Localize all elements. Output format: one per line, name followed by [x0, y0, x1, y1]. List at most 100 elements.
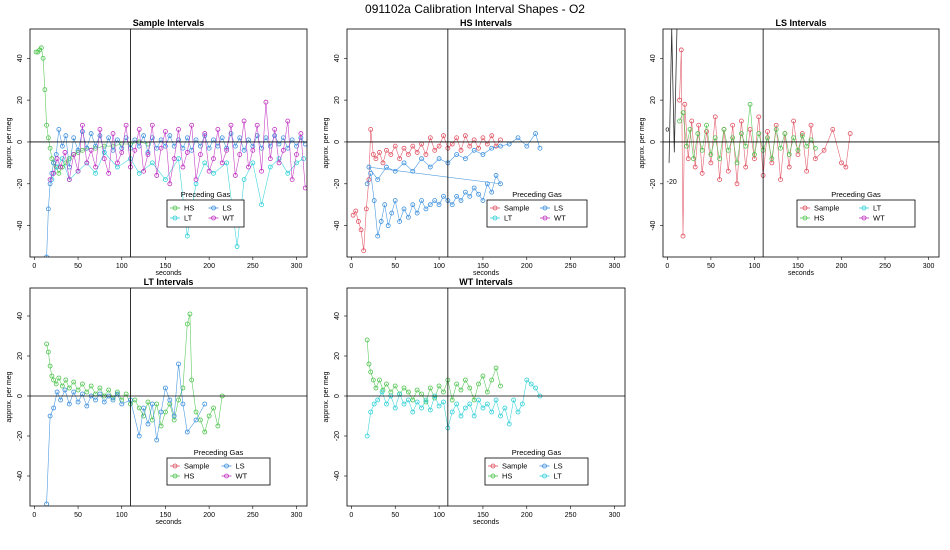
- x-tick-label: 150: [160, 263, 172, 270]
- legend-entry-Sample: Sample: [490, 204, 529, 213]
- y-axis-label: approx. per meg: [6, 371, 13, 422]
- x-tick-label: 300: [291, 512, 303, 519]
- data-point: [385, 223, 391, 229]
- data-point: [738, 131, 744, 136]
- data-point: [88, 131, 94, 136]
- data-point: [154, 173, 160, 178]
- series-line-HS: [366, 339, 501, 403]
- legend-swatch-point: [542, 463, 547, 469]
- data-point: [106, 387, 112, 393]
- data-point: [410, 202, 416, 208]
- legend-box: [486, 199, 588, 228]
- y-axis-label: approx. per meg: [323, 117, 330, 168]
- data-point: [75, 399, 81, 405]
- data-point: [484, 401, 490, 407]
- legend-swatch-point: [492, 205, 498, 211]
- legend-entry-LS: LS: [208, 204, 232, 213]
- plot-frame: [29, 28, 308, 258]
- data-point: [56, 375, 62, 381]
- main-title: 091102a Calibration Interval Shapes - O2: [365, 2, 585, 16]
- data-point: [71, 379, 77, 385]
- data-point: [804, 168, 810, 174]
- data-point: [184, 429, 190, 435]
- data-point: [145, 152, 151, 157]
- legend-entry-HS: HS: [170, 472, 194, 481]
- data-point: [206, 413, 212, 419]
- data-point: [202, 401, 208, 407]
- y-tick-label: 0: [334, 140, 341, 144]
- data-point: [97, 133, 103, 139]
- data-point: [66, 177, 72, 183]
- data-point: [721, 127, 727, 132]
- data-point: [368, 409, 374, 415]
- data-point: [193, 409, 199, 415]
- data-point: [449, 409, 455, 415]
- data-point: [778, 145, 783, 151]
- data-point: [808, 122, 814, 128]
- data-point: [364, 181, 370, 187]
- data-point: [180, 164, 186, 170]
- data-point: [149, 401, 155, 407]
- data-point: [368, 369, 374, 375]
- data-point: [717, 177, 722, 183]
- data-point: [476, 191, 481, 197]
- legend-entry-LT: LT: [859, 204, 882, 213]
- panel-title: LS Intervals: [775, 18, 826, 28]
- legend-title: Preceding Gas: [181, 190, 231, 199]
- legend-label: Sample: [184, 462, 209, 471]
- data-point: [436, 156, 442, 162]
- legend-label: LS: [236, 462, 245, 471]
- data-point: [384, 401, 389, 407]
- data-point: [786, 164, 792, 170]
- data-point: [211, 170, 216, 176]
- data-point: [193, 177, 199, 183]
- data-point: [533, 385, 538, 391]
- data-point: [689, 118, 695, 124]
- data-point: [427, 164, 433, 170]
- data-point: [163, 129, 168, 134]
- data-point: [51, 377, 56, 383]
- data-point: [141, 405, 146, 411]
- data-point: [743, 164, 749, 170]
- data-point: [734, 181, 740, 187]
- legend-entry-HS: HS: [488, 472, 512, 481]
- data-point: [110, 131, 116, 136]
- data-point: [241, 177, 247, 183]
- data-point: [154, 437, 160, 443]
- data-point: [401, 401, 407, 407]
- data-point: [476, 145, 481, 151]
- y-tick-label: -40: [17, 471, 24, 481]
- data-point: [467, 385, 473, 391]
- data-point: [480, 405, 486, 411]
- legend-title: Preceding Gas: [512, 448, 562, 457]
- legend-label: Sample: [814, 204, 839, 213]
- data-point: [145, 399, 151, 405]
- x-tick-label: 200: [203, 263, 215, 270]
- data-point: [106, 170, 112, 176]
- legend-swatch-point: [172, 215, 178, 221]
- data-point: [677, 97, 682, 103]
- legend-entry-HS: HS: [170, 204, 194, 213]
- x-tick-label: 150: [792, 263, 804, 270]
- data-point: [54, 389, 60, 395]
- data-point: [202, 131, 208, 136]
- data-point: [364, 433, 370, 439]
- data-point: [747, 101, 753, 107]
- data-point: [506, 421, 512, 427]
- data-point: [228, 131, 234, 136]
- data-point: [436, 143, 442, 149]
- data-point: [366, 177, 372, 183]
- data-point: [441, 389, 446, 395]
- x-tick-label: 300: [609, 263, 621, 270]
- data-point: [119, 150, 125, 155]
- y-tick-label: -40: [650, 220, 657, 230]
- legend-entry-LS: LS: [540, 204, 563, 213]
- data-point: [202, 429, 208, 435]
- y-tick-label: 20: [17, 96, 24, 104]
- data-point: [765, 135, 770, 141]
- data-point: [392, 198, 398, 203]
- data-point: [56, 127, 62, 132]
- data-point: [515, 409, 521, 415]
- x-tick-label: 50: [391, 512, 399, 519]
- data-point: [382, 202, 388, 208]
